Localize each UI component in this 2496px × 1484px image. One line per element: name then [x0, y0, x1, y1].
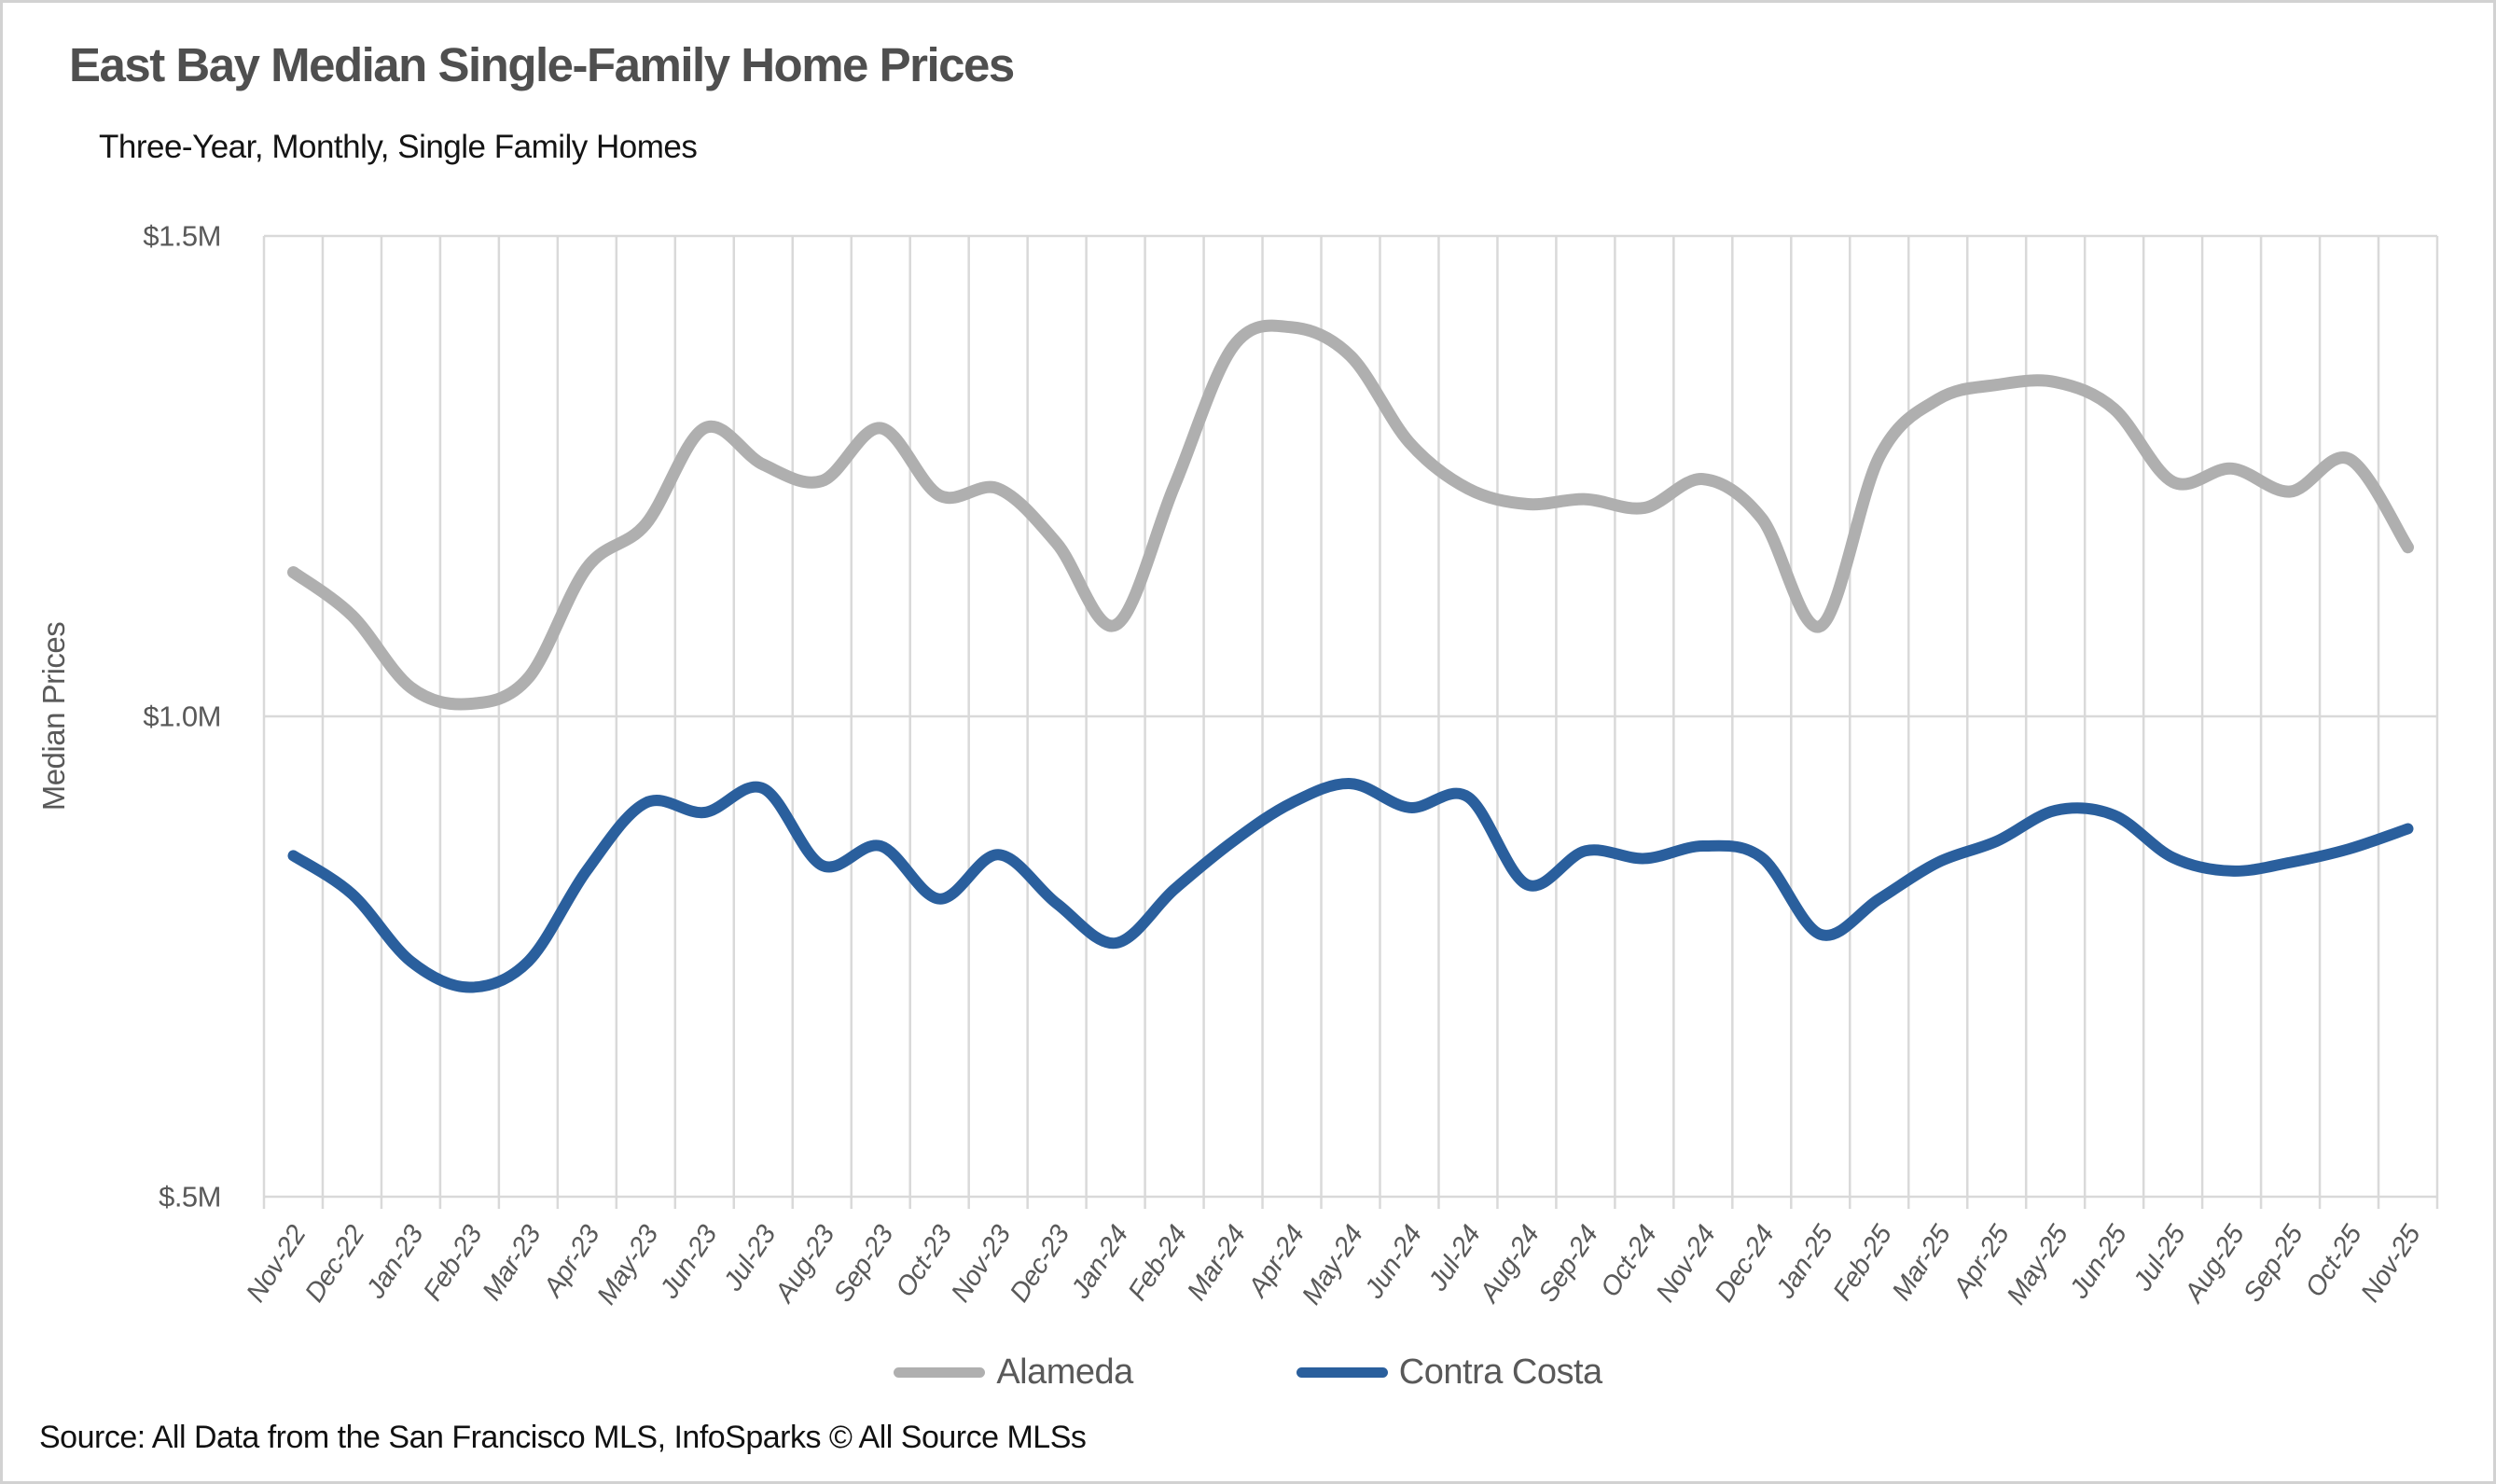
x-tick-label: Feb-23 [418, 1220, 488, 1306]
legend-item-alameda: Alameda [894, 1352, 1133, 1393]
x-tick-label: Nov-23 [946, 1220, 1017, 1308]
x-tick-label: May-25 [2002, 1219, 2075, 1310]
y-tick-label: $.5M [159, 1181, 221, 1214]
x-tick-label: May-23 [591, 1220, 664, 1310]
x-tick-label: Sep-23 [828, 1220, 899, 1308]
x-tick-label: Sep-24 [1533, 1220, 1604, 1308]
legend-item-contra-costa: Contra Costa [1296, 1352, 1602, 1393]
legend-label-contra-costa: Contra Costa [1398, 1352, 1602, 1392]
x-tick-label: May-24 [1297, 1220, 1369, 1310]
x-tick-label: Mar-24 [1182, 1220, 1252, 1306]
contra-costa-line [287, 778, 2414, 993]
alameda-line-swatch [894, 1367, 986, 1378]
x-tick-label: Feb-24 [1123, 1220, 1193, 1306]
alameda-line [287, 319, 2414, 711]
legend-label-alameda: Alameda [996, 1352, 1133, 1392]
x-tick-label: Feb-25 [1827, 1219, 1898, 1306]
x-tick-label: Nov-22 [241, 1220, 312, 1308]
y-tick-label: $1.5M [143, 220, 221, 253]
x-tick-label: Nov-25 [2355, 1219, 2427, 1307]
chart-subtitle: Three-Year, Monthly, Single Family Homes [99, 129, 698, 165]
x-tick-label: Aug-25 [2178, 1219, 2251, 1309]
x-tick-label: Mar-25 [1887, 1219, 1958, 1306]
x-tick-label: Dec-24 [1710, 1220, 1781, 1308]
x-tick-label: Aug-24 [1474, 1220, 1546, 1309]
chart-title: East Bay Median Single-Family Home Price… [69, 38, 1015, 91]
legend: Alameda Contra Costa [0, 1352, 2496, 1393]
x-tick-label: Aug-23 [769, 1220, 840, 1309]
x-tick-label: Nov-24 [1651, 1220, 1722, 1308]
x-tick-label: Dec-23 [1005, 1220, 1075, 1308]
source-attribution: Source: All Data from the San Francisco … [39, 1420, 1087, 1455]
y-tick-label: $1.0M [143, 700, 221, 733]
contra-costa-line-swatch [1296, 1367, 1388, 1378]
x-tick-label: Dec-22 [299, 1220, 370, 1308]
x-tick-label: Jun-25 [2063, 1219, 2133, 1304]
x-tick-label: Mar-23 [477, 1220, 547, 1306]
x-tick-label: Jun-24 [1359, 1220, 1428, 1304]
x-tick-label: Sep-25 [2238, 1219, 2309, 1307]
x-tick-label: Jun-23 [654, 1220, 723, 1304]
